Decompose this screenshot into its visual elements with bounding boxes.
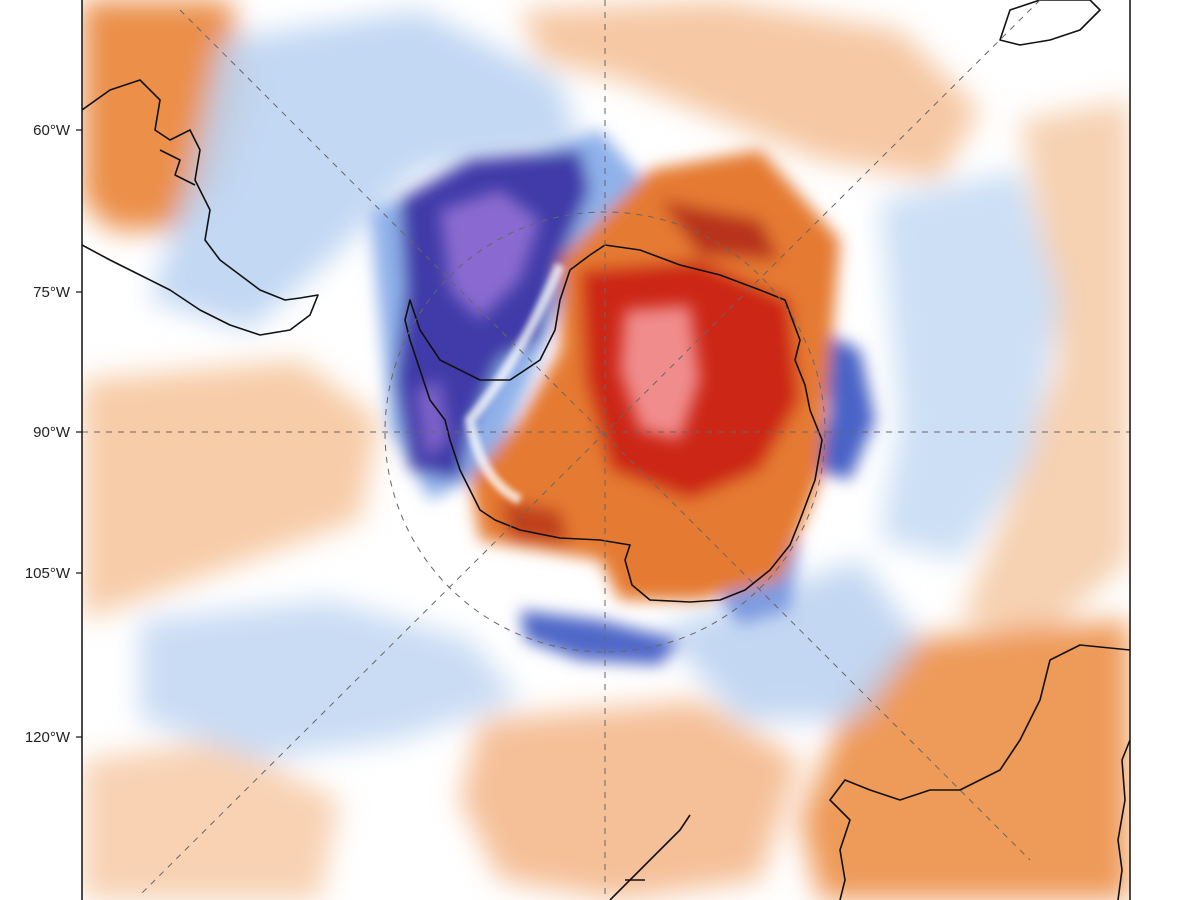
cold-anomaly-east (815, 330, 875, 480)
cold-anomaly-south (520, 610, 680, 665)
south-america-coastline (82, 79, 319, 336)
label-75w: 75°W (33, 284, 71, 301)
hot-anomaly-coast (500, 500, 570, 545)
label-120w: 120°W (25, 729, 71, 746)
gridline-diagonal-nw-se (179, 9, 1031, 861)
graticule (82, 0, 1130, 900)
cool-region-ring-west (150, 10, 580, 330)
map-plot-area (82, 0, 1130, 900)
right-edge-coast (1117, 739, 1130, 900)
south-america-inner-coast (159, 149, 196, 186)
anomaly-field (82, 0, 1130, 900)
longitude-labels: 60°W 75°W 90°W 105°W 120°W (25, 122, 71, 746)
cool-region-far-east (880, 170, 1060, 560)
gridline-diagonal-ne-sw (139, 0, 1041, 896)
label-60w: 60°W (33, 122, 71, 139)
neutral-band (464, 263, 565, 505)
new-zealand-coastline (609, 814, 691, 900)
cold-violet-core-south (415, 380, 450, 460)
cool-region-southcentral (660, 560, 920, 720)
longitude-ticks (76, 129, 82, 738)
cold-violet-core (440, 190, 540, 320)
warm-region-northeast (520, 0, 980, 180)
hot-anomaly-north (660, 200, 780, 260)
hot-pink-core (620, 305, 700, 440)
warm-region-east (960, 100, 1130, 640)
australia-coastline (999, 0, 1101, 46)
antarctica-coastline (404, 244, 823, 603)
cool-region-south (140, 600, 520, 760)
warm-region-west (82, 360, 380, 620)
africa-coastline (829, 644, 1130, 900)
label-90w: 90°W (33, 424, 71, 441)
warm-region-south (460, 700, 800, 900)
latitude-circle (384, 211, 826, 653)
warm-region-southwest (82, 740, 340, 900)
label-105w: 105°W (25, 565, 71, 582)
coastlines (82, 0, 1130, 900)
extreme-anomaly (415, 190, 700, 460)
